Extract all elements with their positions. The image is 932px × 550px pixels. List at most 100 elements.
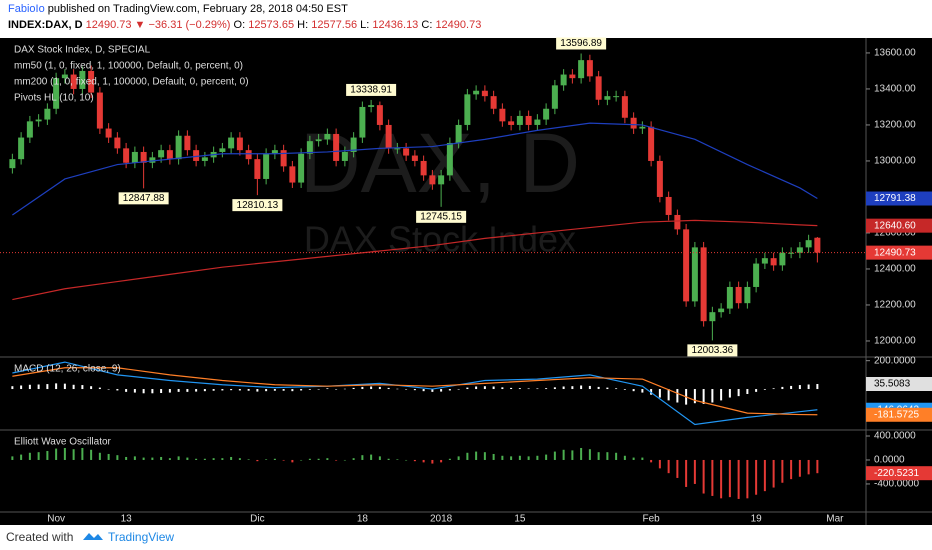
- candle-body: [385, 124, 392, 149]
- oscillator-bar: [501, 455, 504, 460]
- histogram-bar: [203, 389, 206, 392]
- histogram-bar: [28, 384, 31, 390]
- quote-part: 12436.13: [372, 19, 419, 31]
- histogram-bar: [308, 389, 311, 390]
- pane-title: Elliott Wave Oscillator: [14, 437, 112, 448]
- line: [12, 219, 818, 301]
- histogram-bar: [457, 389, 460, 390]
- quote-part: 12577.56: [311, 19, 358, 31]
- published: published on TradingView.com, February 2…: [47, 3, 348, 15]
- candle-body: [79, 70, 86, 89]
- candle-body: [88, 70, 95, 93]
- oscillator-bar: [46, 450, 49, 460]
- legend-entry: mm50 (1, 0, fixed, 1, 100000, Default, 0…: [14, 61, 243, 72]
- oscillator-bar: [230, 456, 233, 460]
- candle-body: [96, 92, 103, 129]
- candle-body: [726, 286, 733, 309]
- candle-body: [333, 133, 340, 161]
- price-label: 12791.38: [874, 193, 916, 204]
- oscillator-bar: [413, 459, 416, 462]
- candle-body: [35, 119, 42, 122]
- pivot-box: [346, 83, 397, 96]
- histogram-bar: [518, 388, 521, 390]
- histogram-bar: [212, 389, 215, 391]
- price-label: 12640.60: [874, 220, 916, 231]
- logo: [83, 533, 103, 540]
- candle-body: [254, 159, 261, 179]
- price-label-box: [866, 407, 932, 422]
- oscillator-bar: [632, 457, 635, 460]
- histogram-bar: [186, 389, 189, 392]
- candle-body: [228, 137, 235, 149]
- histogram-bar: [816, 384, 819, 390]
- oscillator-bar: [728, 459, 731, 498]
- oscillator-bar: [816, 459, 819, 474]
- oscillator-bar: [676, 459, 679, 478]
- brand[interactable]: TradingView: [108, 530, 175, 544]
- y-tick-label: 12000.00: [874, 336, 916, 347]
- oscillator-bar: [177, 456, 180, 460]
- histogram-bar: [160, 389, 163, 394]
- oscillator-bar: [693, 459, 696, 484]
- histogram-bar: [501, 387, 504, 390]
- oscillator-bar: [142, 457, 145, 460]
- watermark: DAX, D: [300, 116, 580, 210]
- oscillator-bar: [658, 459, 661, 469]
- histogram-bar: [37, 384, 40, 390]
- histogram-bar: [623, 389, 626, 390]
- histogram-bar: [273, 389, 276, 391]
- histogram-bar: [606, 387, 609, 390]
- oscillator-bar: [125, 456, 128, 460]
- histogram-bar: [553, 387, 556, 390]
- y-tick-label: 13000.00: [874, 156, 916, 167]
- candle-body: [761, 258, 768, 264]
- x-tick-label: Nov: [47, 514, 65, 525]
- histogram-bar: [431, 389, 434, 392]
- histogram-bar: [265, 389, 268, 392]
- histogram-bar: [11, 386, 14, 390]
- histogram-bar: [658, 389, 661, 398]
- oscillator-bar: [168, 458, 171, 460]
- quote-line: INDEX:DAX, D 12490.73 ▼ −36.31 (−0.29%) …: [8, 19, 481, 31]
- candle-body: [359, 106, 366, 138]
- candle-body: [665, 196, 672, 215]
- y-tick-label: 13200.00: [874, 120, 916, 131]
- oscillator-bar: [685, 459, 688, 487]
- histogram-bar: [527, 388, 530, 390]
- candle-body: [420, 160, 427, 176]
- oscillator-bar: [90, 449, 93, 460]
- candle-body: [175, 135, 182, 160]
- candle-body: [473, 90, 480, 95]
- candle-body: [779, 252, 786, 266]
- candle-body: [586, 60, 593, 77]
- oscillator-bar: [116, 455, 119, 460]
- oscillator-bar: [151, 457, 154, 460]
- histogram-bar: [151, 389, 154, 394]
- histogram-bar: [326, 388, 329, 390]
- oscillator-bar: [343, 459, 346, 461]
- histogram-bar: [55, 383, 58, 390]
- histogram-bar: [63, 383, 66, 390]
- oscillator-bar: [308, 458, 311, 460]
- histogram-bar: [562, 386, 565, 390]
- oscillator-bar: [300, 459, 303, 461]
- histogram-bar: [588, 385, 591, 390]
- candle-body: [516, 115, 523, 125]
- oscillator-bar: [361, 455, 364, 460]
- histogram-bar: [81, 385, 84, 390]
- candle-body: [219, 148, 226, 152]
- oscillator-bar: [737, 459, 740, 499]
- oscillator-bar: [448, 458, 451, 460]
- oscillator-bar: [326, 458, 329, 460]
- histogram-bar: [667, 389, 670, 401]
- candle-body: [648, 126, 655, 161]
- price-label-box: [866, 377, 932, 392]
- oscillator-bar: [387, 458, 390, 460]
- histogram-bar: [580, 385, 583, 390]
- candle-body: [429, 175, 436, 185]
- candle-body: [508, 121, 515, 125]
- candle-body: [753, 263, 760, 287]
- candle-body: [184, 135, 191, 151]
- histogram-bar: [545, 388, 548, 390]
- author[interactable]: FabioIo: [8, 3, 45, 15]
